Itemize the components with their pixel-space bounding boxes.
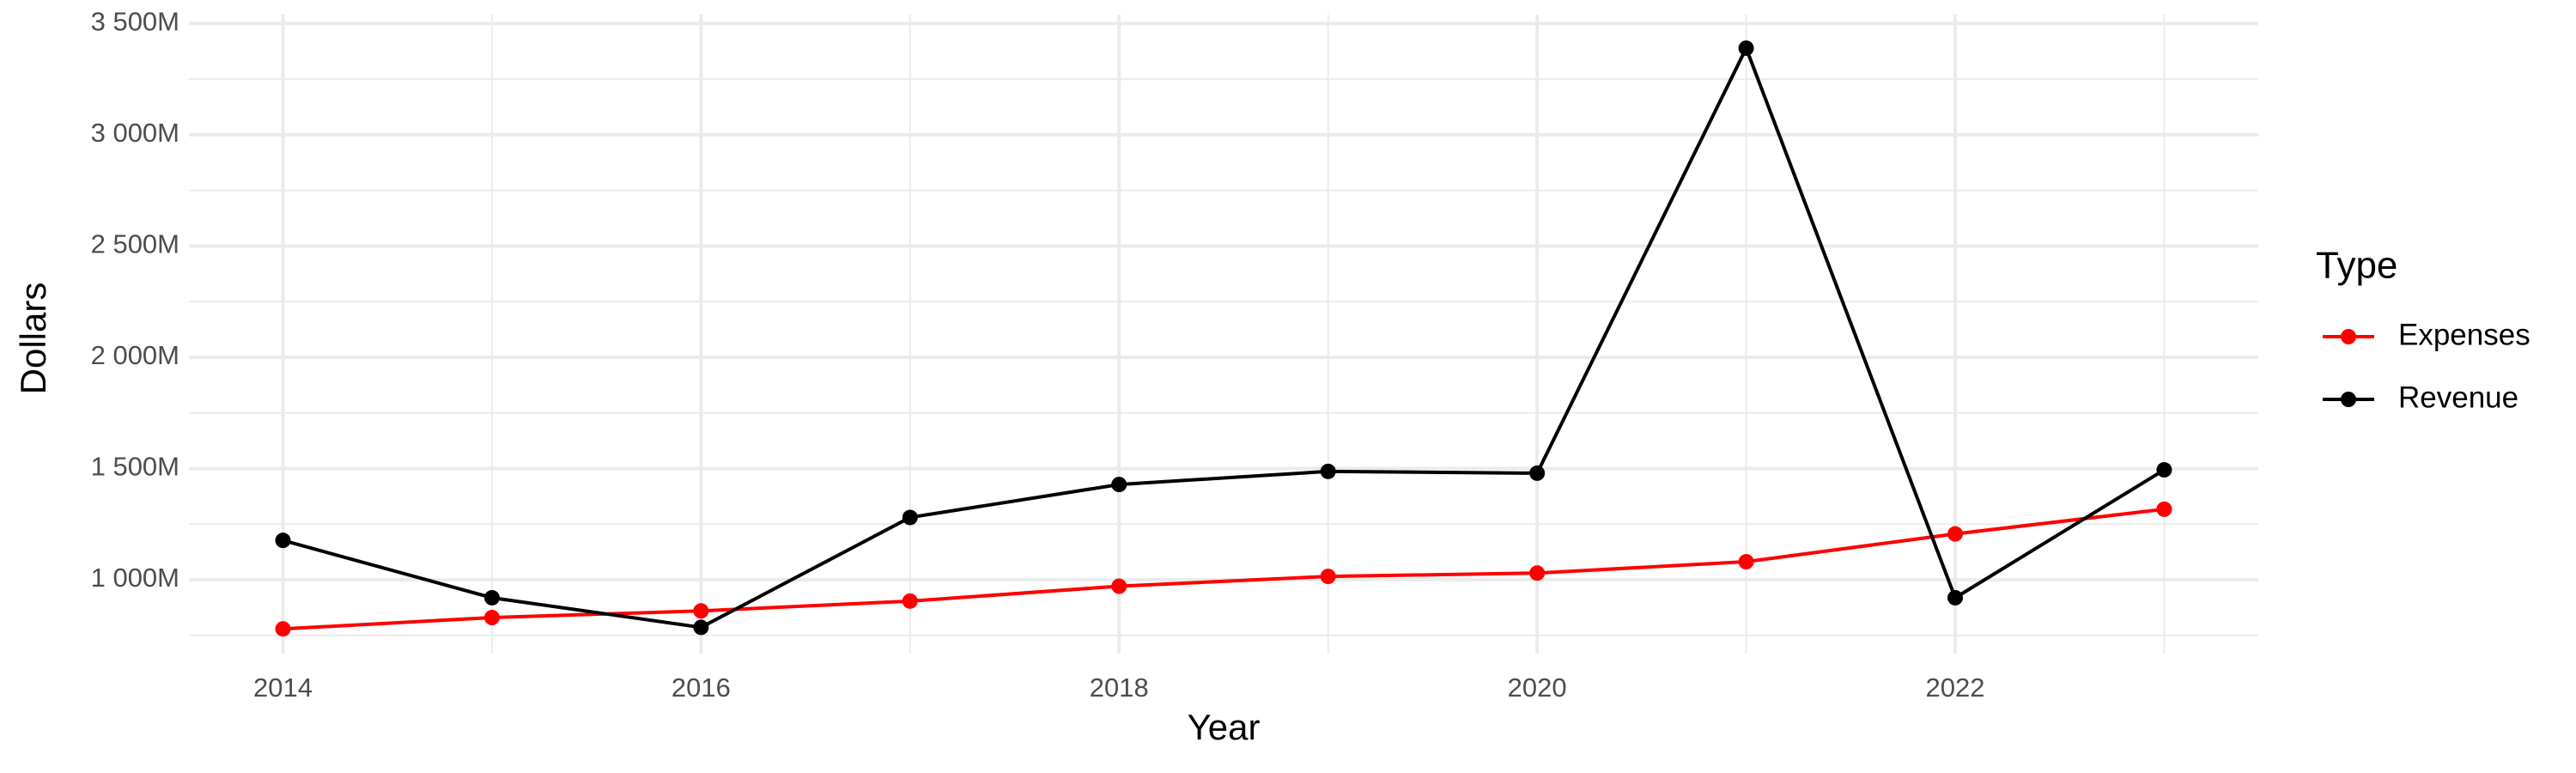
point — [1947, 526, 1964, 542]
legend-label: Expenses — [2398, 318, 2530, 351]
x-tick-label: 2020 — [1508, 673, 1567, 703]
point — [2156, 501, 2172, 517]
point — [1111, 477, 1127, 493]
x-tick-label: 2018 — [1090, 673, 1149, 703]
y-tick-label: 3 000M — [91, 118, 179, 148]
point — [902, 593, 918, 609]
series-line — [283, 44, 2166, 630]
y-axis-title: Dollars — [13, 283, 53, 395]
x-axis-title: Year — [1188, 707, 1261, 747]
series-line — [283, 507, 2165, 631]
point — [1738, 40, 1754, 57]
y-tick-label: 2 500M — [91, 229, 179, 259]
y-tick-label: 3 500M — [91, 7, 179, 37]
point — [1111, 578, 1127, 594]
y-tick-label: 1 500M — [91, 452, 179, 482]
legend-point — [2341, 392, 2356, 407]
point — [1529, 565, 1546, 581]
y-tick-label: 2 000M — [91, 340, 179, 370]
x-tick-label: 2022 — [1926, 673, 1985, 703]
legend-title: Type — [2316, 245, 2397, 287]
point — [1320, 463, 1336, 479]
point — [693, 603, 709, 619]
point — [1529, 465, 1546, 481]
y-tick-label: 1 000M — [91, 563, 179, 593]
legend-point — [2341, 329, 2356, 344]
point — [275, 533, 291, 549]
point — [1947, 589, 1964, 606]
point — [483, 589, 500, 606]
x-tick-label: 2016 — [671, 673, 731, 703]
point — [1320, 569, 1336, 585]
point — [902, 509, 918, 526]
point — [693, 619, 709, 636]
point — [483, 610, 500, 626]
x-tick-label: 2014 — [253, 673, 313, 703]
point — [1738, 554, 1754, 570]
legend-label: Revenue — [2398, 380, 2518, 414]
point — [275, 621, 291, 637]
point — [2156, 462, 2172, 478]
